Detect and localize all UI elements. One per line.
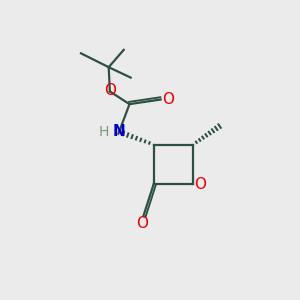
Text: O: O	[136, 216, 148, 231]
Text: O: O	[104, 83, 116, 98]
Text: H: H	[99, 125, 109, 139]
Text: O: O	[162, 92, 174, 107]
Text: N: N	[113, 124, 125, 140]
Text: O: O	[194, 178, 206, 193]
